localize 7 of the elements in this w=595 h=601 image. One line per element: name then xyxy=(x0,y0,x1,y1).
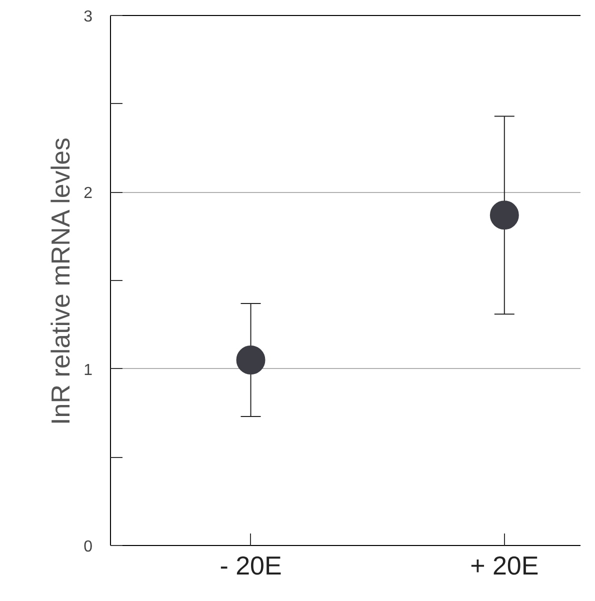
y-axis-title: InR relative mRNA levles xyxy=(46,137,76,425)
y-tick-label: 0 xyxy=(84,538,93,556)
x-tick-label: + 20E xyxy=(470,550,539,580)
y-tick-label: 2 xyxy=(84,185,93,202)
y-tick-label: 1 xyxy=(84,362,93,379)
x-tick-label: - 20E xyxy=(220,550,282,580)
y-tick-label: 3 xyxy=(84,8,93,26)
